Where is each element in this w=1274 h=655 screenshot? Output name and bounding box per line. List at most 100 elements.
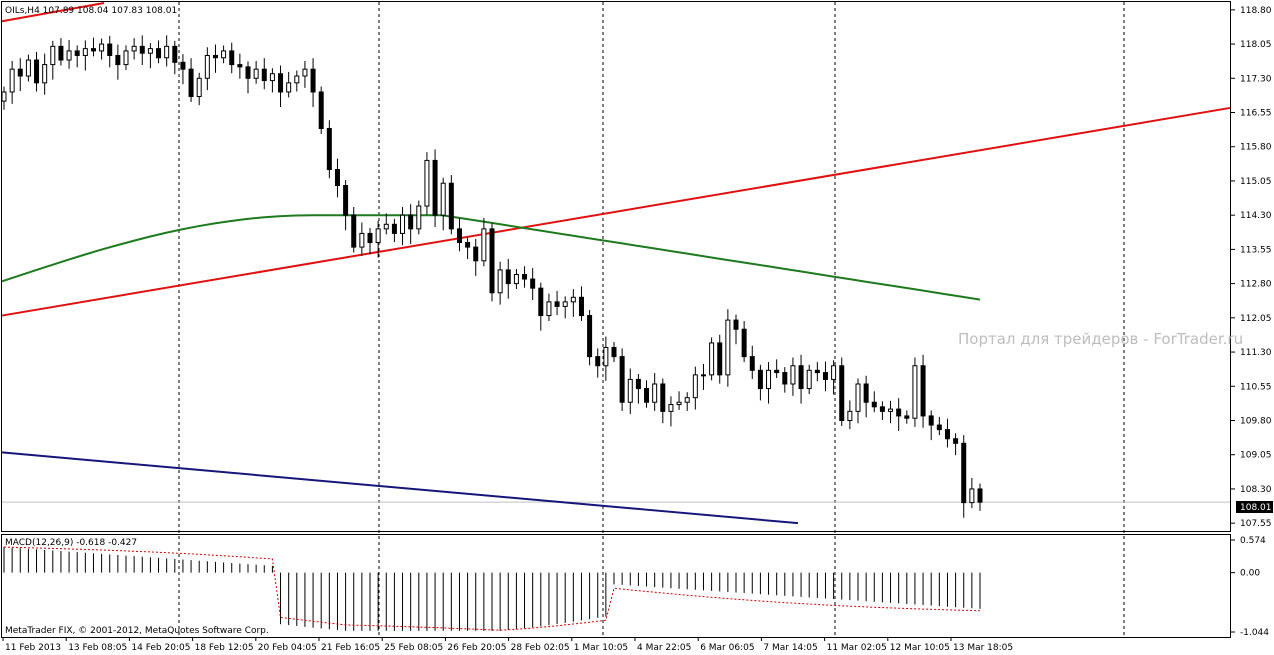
candle-110	[896, 398, 902, 431]
candle-body-1	[9, 68, 15, 93]
candle-body-19	[156, 48, 162, 59]
price-tick-label-6: 114.30	[1240, 211, 1272, 221]
candle-24	[196, 72, 202, 106]
candle-78	[635, 373, 641, 404]
time-label-10: 4 Mar 22:05	[637, 643, 691, 653]
candle-0	[1, 86, 7, 110]
candle-40	[326, 120, 332, 179]
candle-body-111	[904, 415, 910, 419]
candle-body-119	[969, 488, 975, 504]
candle-9	[74, 45, 80, 68]
candle-body-59	[481, 228, 487, 262]
macd-title: MACD(12,26,9) -0.618 -0.427	[5, 538, 137, 548]
candle-42	[343, 180, 349, 231]
candle-body-81	[660, 383, 666, 412]
candle-body-9	[74, 50, 80, 56]
candle-body-94	[766, 369, 772, 390]
candle-body-112	[912, 365, 918, 419]
candle-84	[684, 392, 690, 411]
candle-body-83	[676, 401, 682, 406]
candle-99	[806, 364, 812, 395]
candle-66	[538, 282, 544, 331]
candle-95	[774, 359, 780, 379]
price-tick-label-11: 110.55	[1240, 382, 1272, 392]
time-label-2: 14 Feb 20:05	[131, 643, 190, 653]
candle-body-35	[286, 82, 292, 93]
candle-body-54	[440, 182, 446, 216]
candle-body-77	[627, 378, 633, 403]
candle-body-5	[42, 64, 48, 84]
candle-body-38	[310, 68, 316, 93]
candle-11	[90, 37, 96, 57]
candle-body-70	[570, 296, 576, 303]
candle-41	[334, 158, 340, 198]
price-tick-label-12: 109.80	[1240, 416, 1272, 426]
chart-header: OILs,H4 107.89 108.04 107.83 108.01	[5, 6, 177, 16]
macd-tick-label-0: 0.574	[1240, 536, 1266, 546]
price-tick-label-8: 112.80	[1240, 280, 1272, 290]
candle-7	[58, 38, 64, 66]
macd-tick-label-2: -1.044	[1240, 628, 1269, 638]
candle-body-7	[58, 45, 64, 61]
candle-105	[855, 378, 861, 424]
candle-56	[456, 217, 462, 252]
candle-106	[863, 375, 869, 418]
candle-body-24	[196, 77, 202, 98]
time-label-0: 11 Feb 2013	[5, 643, 61, 653]
candle-86	[700, 363, 706, 390]
candle-49	[400, 206, 406, 246]
candle-body-16	[131, 45, 137, 52]
candle-94	[766, 362, 772, 404]
candle-34	[278, 65, 284, 108]
time-label-13: 11 Mar 02:05	[827, 643, 887, 653]
candle-body-39	[318, 91, 324, 129]
candle-30	[245, 61, 251, 94]
price-axis: 118.80 118.05 117.30 116.55 115.80 115.05 114.…	[1230, 6, 1272, 638]
indicator-lines	[1, 2, 1231, 525]
candle-body-78	[635, 378, 641, 390]
trend-line-red-top	[1, 2, 105, 23]
watermark: Портал для трейдеров - ForTrader.ru	[958, 330, 1243, 348]
candle-60	[489, 223, 495, 302]
candle-body-110	[896, 408, 902, 417]
candle-body-45	[367, 232, 373, 244]
time-label-15: 13 Mar 18:05	[953, 643, 1013, 653]
candle-body-87	[709, 342, 715, 376]
candle-18	[147, 43, 153, 69]
candle-body-92	[749, 356, 755, 371]
candle-body-57	[465, 242, 471, 248]
time-label-7: 26 Feb 20:05	[447, 643, 506, 653]
candle-body-61	[497, 269, 503, 294]
candle-36	[294, 70, 300, 92]
candle-31	[253, 60, 259, 84]
candle-102	[831, 360, 837, 395]
candle-body-116	[944, 429, 950, 440]
candle-body-55	[448, 182, 454, 230]
candle-body-69	[562, 301, 568, 307]
candle-39	[318, 86, 324, 134]
candle-68	[554, 290, 560, 316]
candle-body-91	[741, 328, 747, 358]
candle-body-25	[204, 54, 210, 79]
candle-3	[25, 54, 31, 82]
candle-17	[139, 35, 145, 66]
candle-33	[269, 68, 275, 93]
candle-58	[473, 238, 479, 276]
candle-19	[156, 40, 162, 64]
candle-37	[302, 60, 308, 88]
candle-body-62	[505, 269, 511, 285]
candle-body-10	[82, 48, 88, 56]
candle-body-58	[473, 246, 479, 262]
candle-70	[570, 289, 576, 317]
candle-22	[180, 54, 186, 85]
current-price-label: 108.01	[1240, 503, 1272, 513]
time-label-9: 1 Mar 10:05	[574, 643, 628, 653]
candle-20	[164, 35, 170, 67]
candle-29	[237, 53, 243, 79]
candle-100	[814, 362, 820, 382]
candle-body-95	[774, 369, 780, 374]
candle-61	[497, 261, 503, 305]
candles	[1, 35, 983, 518]
trend-line-blue	[1, 451, 799, 525]
